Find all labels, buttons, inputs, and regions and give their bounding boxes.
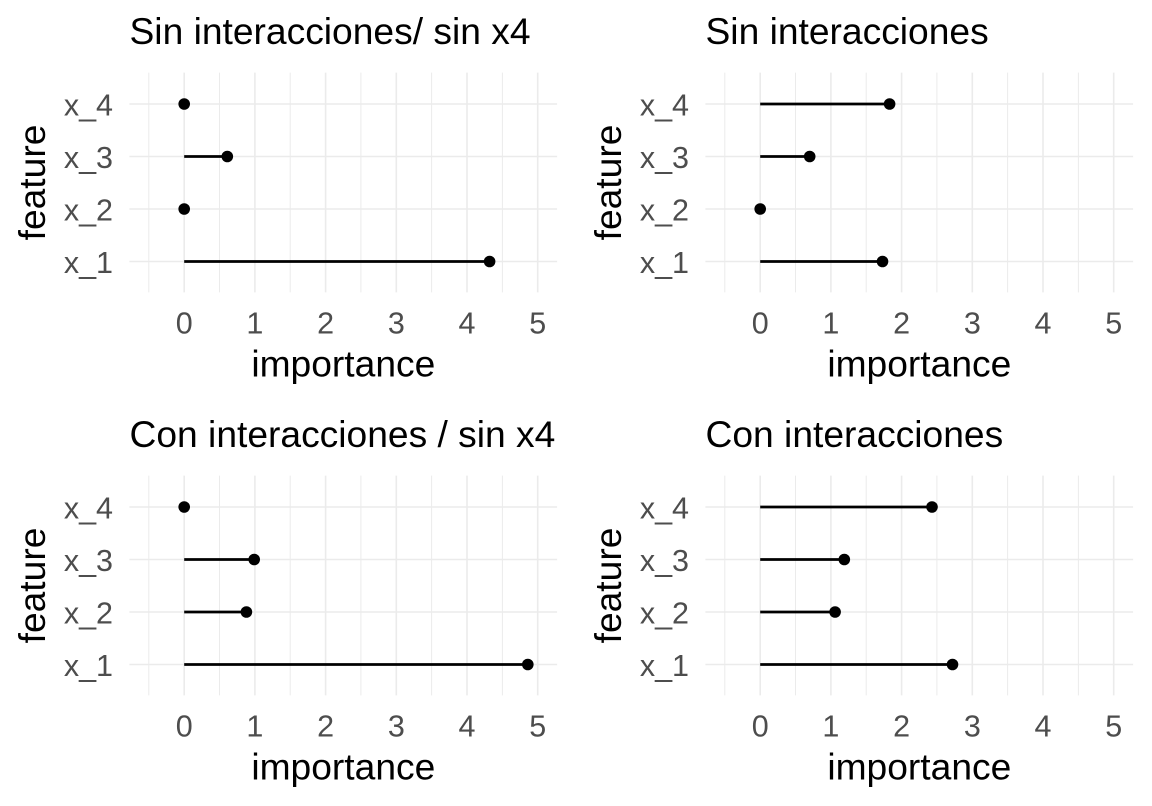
svg-text:x_4: x_4: [64, 492, 113, 526]
svg-text:0: 0: [752, 306, 769, 340]
svg-text:1: 1: [822, 709, 839, 743]
svg-text:1: 1: [246, 306, 263, 340]
svg-text:x_4: x_4: [640, 89, 689, 123]
svg-text:5: 5: [529, 709, 546, 743]
svg-text:x_2: x_2: [64, 194, 113, 228]
svg-text:x_4: x_4: [640, 492, 689, 526]
svg-text:x_4: x_4: [64, 89, 113, 123]
svg-text:importance: importance: [827, 343, 1011, 385]
svg-text:importance: importance: [251, 343, 435, 385]
svg-text:3: 3: [388, 709, 405, 743]
svg-text:Con interacciones: Con interacciones: [706, 413, 1004, 455]
svg-text:x_2: x_2: [64, 597, 113, 631]
svg-text:x_3: x_3: [640, 141, 689, 175]
svg-text:Con interacciones / sin x4: Con interacciones / sin x4: [130, 413, 556, 455]
svg-text:2: 2: [893, 709, 910, 743]
svg-text:x_2: x_2: [640, 194, 689, 228]
svg-text:0: 0: [176, 306, 193, 340]
svg-text:1: 1: [822, 306, 839, 340]
svg-text:5: 5: [529, 306, 546, 340]
svg-text:x_3: x_3: [640, 544, 689, 578]
svg-text:0: 0: [176, 709, 193, 743]
svg-text:5: 5: [1105, 306, 1122, 340]
svg-text:feature: feature: [587, 528, 629, 644]
svg-text:feature: feature: [11, 528, 53, 644]
svg-text:2: 2: [893, 306, 910, 340]
svg-text:feature: feature: [11, 125, 53, 241]
svg-text:2: 2: [317, 709, 334, 743]
svg-text:4: 4: [459, 709, 476, 743]
svg-text:3: 3: [964, 709, 981, 743]
svg-text:feature: feature: [587, 125, 629, 241]
svg-text:Sin interacciones/ sin x4: Sin interacciones/ sin x4: [130, 10, 531, 52]
svg-text:x_3: x_3: [64, 544, 113, 578]
svg-text:1: 1: [246, 709, 263, 743]
svg-text:0: 0: [752, 709, 769, 743]
svg-text:3: 3: [388, 306, 405, 340]
svg-text:x_1: x_1: [64, 649, 113, 683]
svg-text:x_1: x_1: [640, 649, 689, 683]
svg-text:4: 4: [1035, 709, 1052, 743]
svg-text:importance: importance: [251, 746, 435, 788]
svg-text:Sin interacciones: Sin interacciones: [706, 10, 989, 52]
svg-text:x_2: x_2: [640, 597, 689, 631]
svg-text:importance: importance: [827, 746, 1011, 788]
svg-text:x_1: x_1: [64, 246, 113, 280]
svg-text:2: 2: [317, 306, 334, 340]
svg-text:x_3: x_3: [64, 141, 113, 175]
svg-text:x_1: x_1: [640, 246, 689, 280]
svg-text:4: 4: [1035, 306, 1052, 340]
svg-text:3: 3: [964, 306, 981, 340]
svg-text:4: 4: [459, 306, 476, 340]
svg-text:5: 5: [1105, 709, 1122, 743]
